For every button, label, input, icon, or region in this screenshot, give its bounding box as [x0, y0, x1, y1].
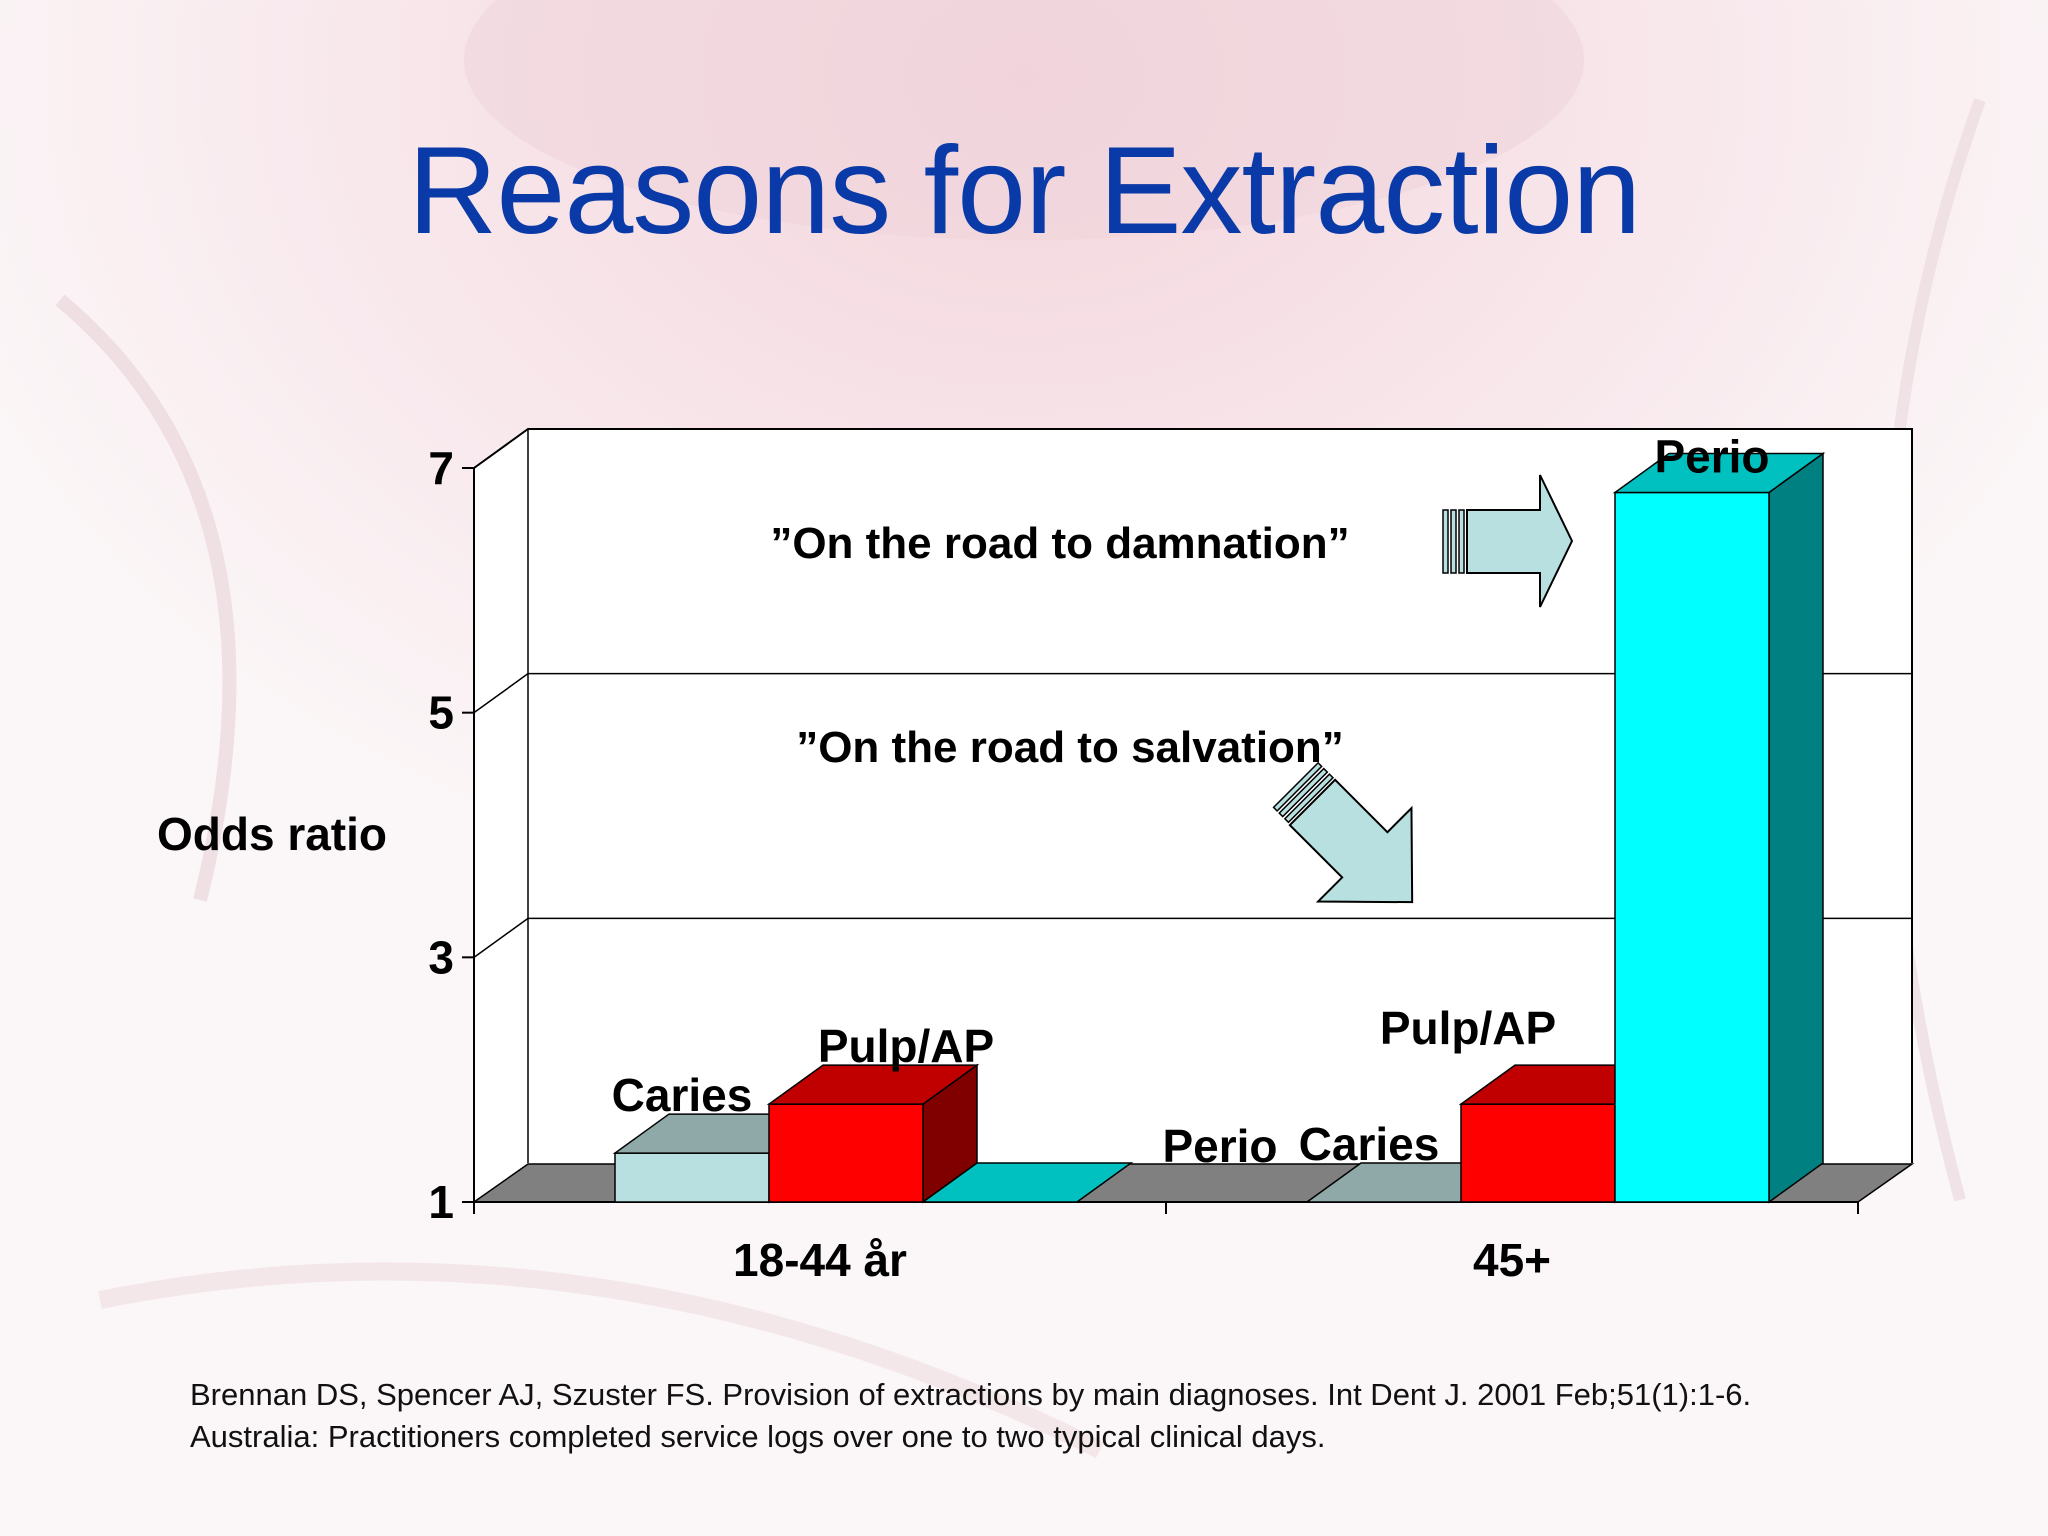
category-label: 18-44 år	[733, 1234, 907, 1286]
bar-label: Caries	[1299, 1118, 1440, 1170]
y-axis-label: Odds ratio	[157, 808, 387, 860]
chart-panel	[471, 429, 1915, 1203]
y-tick-label: 5	[428, 687, 454, 739]
y-tick-label: 7	[428, 442, 454, 494]
bar-label: Caries	[612, 1069, 753, 1121]
bar-front	[1614, 491, 1770, 1203]
bar-label: Pulp/AP	[1380, 1002, 1556, 1054]
citation-line-1: Brennan DS, Spencer AJ, Szuster FS. Prov…	[190, 1377, 1752, 1412]
bar-label: Perio	[1162, 1120, 1277, 1172]
bar-top	[920, 1162, 1134, 1203]
bar-front	[1460, 1103, 1616, 1203]
y-tick-label: 3	[428, 931, 454, 983]
annotation-damnation: ”On the road to damnation”	[770, 519, 1349, 568]
bars	[612, 451, 1826, 1204]
gridlines	[473, 428, 1913, 1163]
category-label: 45+	[1473, 1234, 1551, 1286]
bar-top	[1612, 452, 1826, 494]
bar-front	[768, 1103, 924, 1203]
chart-labels: Caries Pulp/AP Perio 18-44 år Caries Pulp/AP P…	[612, 430, 1770, 1286]
slide-title: Reasons for Extraction	[407, 122, 1641, 260]
bar-front	[614, 1152, 770, 1203]
bar-perio-0	[920, 1162, 1134, 1203]
citation-line-2: Australia: Practitioners completed servi…	[190, 1419, 1326, 1454]
citation: Brennan DS, Spencer AJ, Szuster FS. Prov…	[190, 1374, 1751, 1458]
chart-back-wall	[528, 429, 1912, 1164]
bar-perio-1	[1612, 451, 1826, 1204]
annotation-salvation: ”On the road to salvation”	[796, 723, 1344, 772]
arrow-down-right-icon	[1272, 761, 1414, 904]
bar-top	[766, 1064, 980, 1105]
bar-label: Perio	[1654, 430, 1769, 482]
arrow-right-icon	[1442, 474, 1574, 608]
bar-side	[1768, 451, 1824, 1204]
chart-frame	[473, 428, 1913, 1163]
y-tick-label: 1	[428, 1176, 454, 1228]
bar-label: Pulp/AP	[818, 1020, 994, 1072]
annotation-arrows	[1272, 474, 1574, 904]
bar-pulpap-0	[766, 1063, 980, 1204]
chart-side-wall	[474, 429, 528, 1202]
